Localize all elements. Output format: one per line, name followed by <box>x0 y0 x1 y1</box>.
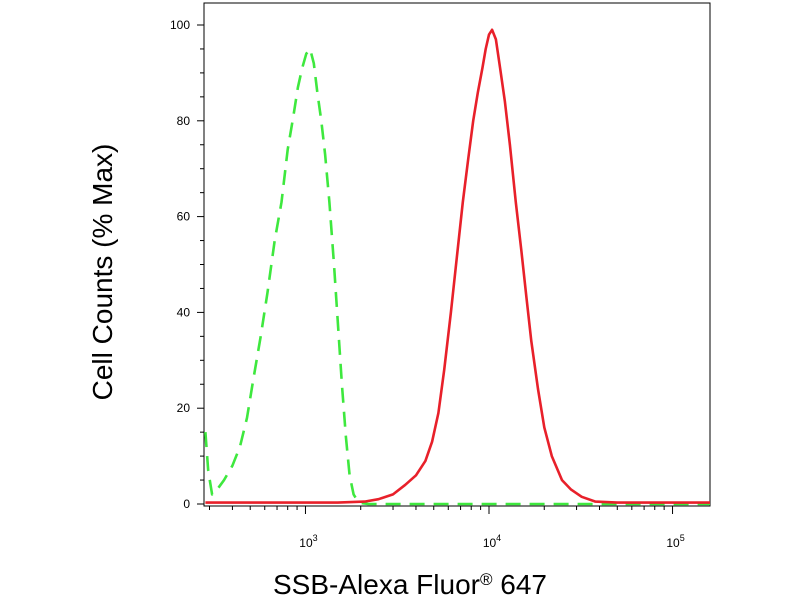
plot-frame <box>203 2 711 507</box>
x-axis-ticks: 103 104 105 <box>299 506 685 550</box>
series-line-red <box>205 28 710 504</box>
x-axis-title-suffix: 647 <box>493 569 548 600</box>
x-axis-title: SSB-Alexa Fluor® 647 <box>273 569 547 600</box>
registered-mark: ® <box>480 570 493 589</box>
y-axis-title: Cell Counts (% Max) <box>87 144 118 401</box>
y-axis-ticks: 0 20 40 60 80 100 <box>170 18 204 511</box>
series-layer <box>204 28 710 506</box>
x-tick-label: 105 <box>666 533 684 550</box>
x-tick-label: 103 <box>299 533 317 550</box>
x-axis-title-main: SSB-Alexa Fluor <box>273 569 480 600</box>
x-tick-label: 104 <box>483 533 501 550</box>
y-tick-label: 60 <box>177 210 191 224</box>
y-tick-label: 100 <box>170 18 190 32</box>
series-line-dashed-green <box>204 47 710 506</box>
y-tick-label: 80 <box>177 114 191 128</box>
y-tick-label: 0 <box>183 497 190 511</box>
x-minor-ticks <box>208 506 665 510</box>
y-minor-ticks <box>200 48 204 481</box>
y-tick-label: 40 <box>177 305 191 319</box>
y-tick-label: 20 <box>177 401 191 415</box>
